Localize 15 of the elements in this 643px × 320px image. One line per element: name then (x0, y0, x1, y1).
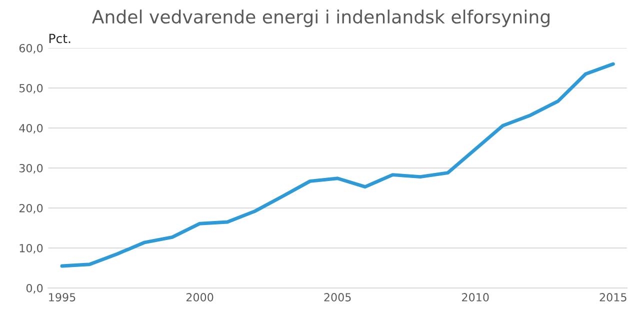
line-series (60, 62, 615, 268)
x-tick-label: 1995 (49, 293, 76, 302)
y-tick-label: 20,0 (19, 204, 43, 214)
y-tick-label: 10,0 (20, 244, 43, 254)
x-tick-label: 2005 (324, 293, 351, 302)
y-tick-label: 0,0 (26, 284, 43, 294)
y-tick-label: 50,0 (19, 84, 43, 94)
x-tick-label: 2015 (600, 293, 626, 302)
x-tick-label: 2010 (462, 293, 489, 302)
y-tick-label: 30,0 (19, 164, 43, 174)
y-axis-title: Pct. (49, 34, 70, 44)
y-tick-label: 40,0 (19, 124, 43, 134)
y-tick-label: 60,0 (19, 44, 43, 54)
chart-title: Andel vedvarende energi i indenlandsk elforsyning (92, 10, 550, 28)
x-tick-label: 2000 (186, 293, 214, 302)
